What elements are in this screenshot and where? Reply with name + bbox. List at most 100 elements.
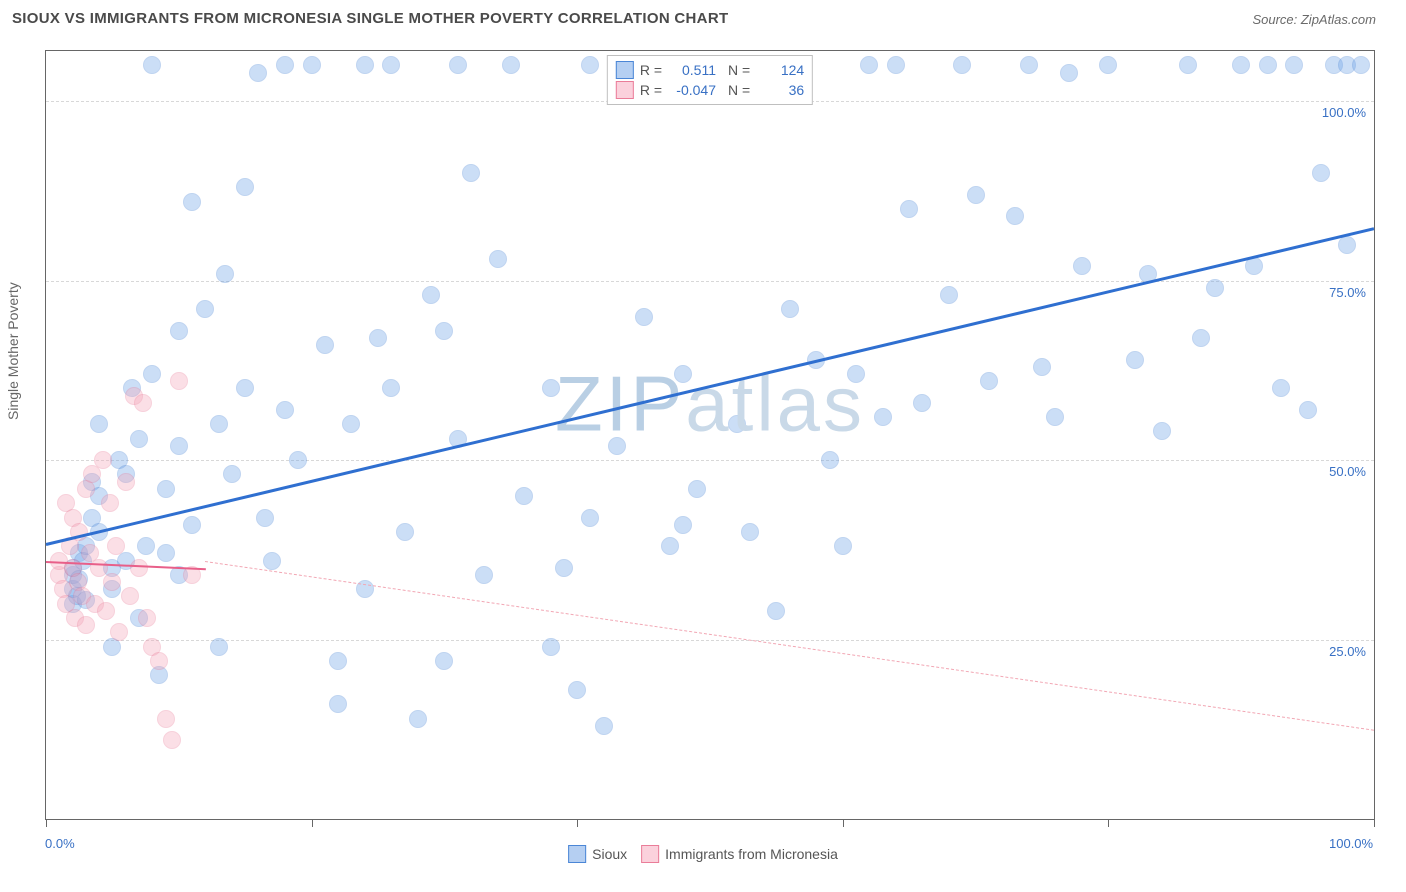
legend-label: Immigrants from Micronesia (665, 846, 838, 862)
source-label: Source: ZipAtlas.com (1252, 12, 1376, 27)
scatter-point (1179, 56, 1197, 74)
legend-row: R =0.511N =124 (616, 60, 804, 80)
x-tick (312, 819, 313, 827)
y-tick-label: 50.0% (1329, 464, 1366, 479)
scatter-point (157, 544, 175, 562)
scatter-point (94, 451, 112, 469)
legend-n-label: N = (728, 82, 750, 98)
scatter-point (1232, 56, 1250, 74)
legend-swatch (616, 61, 634, 79)
scatter-point (887, 56, 905, 74)
source-value: ZipAtlas.com (1301, 12, 1376, 27)
source-prefix: Source: (1252, 12, 1300, 27)
scatter-point (1259, 56, 1277, 74)
scatter-point (356, 56, 374, 74)
y-tick-label: 100.0% (1322, 105, 1366, 120)
scatter-point (1352, 56, 1370, 74)
legend-r-label: R = (640, 62, 662, 78)
scatter-point (130, 430, 148, 448)
scatter-point (157, 480, 175, 498)
scatter-point (568, 681, 586, 699)
scatter-point (728, 415, 746, 433)
scatter-point (382, 56, 400, 74)
scatter-point (342, 415, 360, 433)
scatter-point (210, 415, 228, 433)
scatter-point (449, 56, 467, 74)
scatter-point (767, 602, 785, 620)
scatter-point (422, 286, 440, 304)
scatter-point (1299, 401, 1317, 419)
scatter-point (289, 451, 307, 469)
scatter-point (1046, 408, 1064, 426)
grid-line (46, 640, 1374, 641)
legend-item: Immigrants from Micronesia (641, 845, 838, 863)
x-tick (1108, 819, 1109, 827)
chart-title: SIOUX VS IMMIGRANTS FROM MICRONESIA SING… (12, 10, 728, 27)
scatter-point (1338, 236, 1356, 254)
scatter-point (236, 379, 254, 397)
scatter-point (674, 365, 692, 383)
watermark: ZIPatlas (555, 359, 865, 450)
scatter-point (608, 437, 626, 455)
scatter-point (137, 537, 155, 555)
scatter-point (502, 56, 520, 74)
scatter-point (967, 186, 985, 204)
scatter-point (661, 537, 679, 555)
scatter-point (256, 509, 274, 527)
scatter-point (821, 451, 839, 469)
y-tick-label: 75.0% (1329, 285, 1366, 300)
scatter-point (236, 178, 254, 196)
scatter-point (409, 710, 427, 728)
legend-item: Sioux (568, 845, 627, 863)
scatter-point (542, 379, 560, 397)
x-tick-label: 100.0% (1329, 836, 1373, 851)
scatter-point (130, 559, 148, 577)
scatter-point (741, 523, 759, 541)
scatter-point (940, 286, 958, 304)
scatter-point (674, 516, 692, 534)
legend-label: Sioux (592, 846, 627, 862)
scatter-point (980, 372, 998, 390)
scatter-point (1020, 56, 1038, 74)
x-tick-label: 0.0% (45, 836, 75, 851)
y-tick-label: 25.0% (1329, 644, 1366, 659)
scatter-point (1006, 207, 1024, 225)
scatter-point (223, 465, 241, 483)
scatter-point (555, 559, 573, 577)
scatter-point (1126, 351, 1144, 369)
scatter-point (183, 193, 201, 211)
scatter-point (276, 56, 294, 74)
scatter-point (117, 473, 135, 491)
scatter-point (263, 552, 281, 570)
legend-swatch (616, 81, 634, 99)
scatter-point (143, 365, 161, 383)
scatter-point (134, 394, 152, 412)
scatter-point (1099, 56, 1117, 74)
scatter-point (77, 616, 95, 634)
scatter-point (542, 638, 560, 656)
plot-area: ZIPatlas R =0.511N =124R =-0.047N =36 25… (45, 50, 1375, 820)
grid-line (46, 460, 1374, 461)
scatter-point (435, 322, 453, 340)
scatter-point (103, 573, 121, 591)
scatter-point (1285, 56, 1303, 74)
scatter-point (121, 587, 139, 605)
legend-n-value: 124 (756, 62, 804, 78)
legend-row: R =-0.047N =36 (616, 80, 804, 100)
scatter-point (163, 731, 181, 749)
legend-r-value: -0.047 (668, 82, 716, 98)
scatter-point (781, 300, 799, 318)
scatter-point (581, 509, 599, 527)
scatter-point (369, 329, 387, 347)
scatter-point (489, 250, 507, 268)
scatter-point (316, 336, 334, 354)
scatter-point (1153, 422, 1171, 440)
legend-series: Sioux Immigrants from Micronesia (568, 845, 838, 863)
scatter-point (1033, 358, 1051, 376)
legend-r-value: 0.511 (668, 62, 716, 78)
scatter-point (581, 56, 599, 74)
scatter-point (475, 566, 493, 584)
scatter-point (196, 300, 214, 318)
scatter-point (107, 537, 125, 555)
scatter-point (1060, 64, 1078, 82)
